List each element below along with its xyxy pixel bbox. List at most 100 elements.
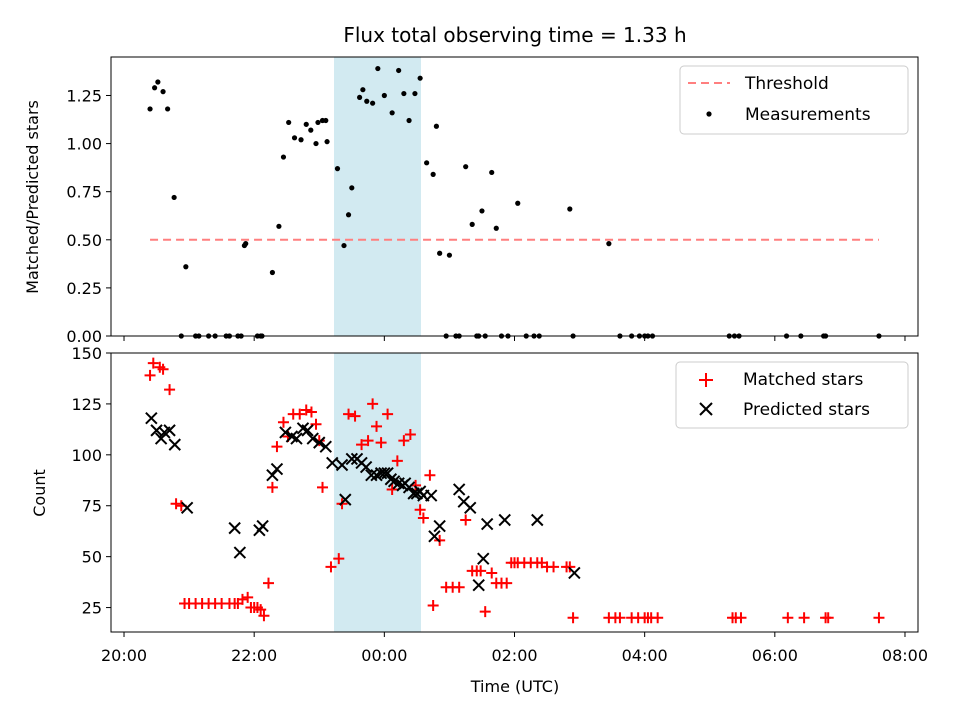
measurement-point xyxy=(298,137,304,143)
x-tick-label: 08:00 xyxy=(882,646,928,665)
measurement-point xyxy=(370,100,376,106)
matched-star-point xyxy=(873,612,885,624)
matched-star-point xyxy=(652,612,664,624)
matched-star-point xyxy=(822,612,834,624)
measurement-point xyxy=(280,154,287,160)
predicted-star-point xyxy=(402,481,416,494)
matched-star-point xyxy=(271,441,283,453)
measurement-point xyxy=(433,123,440,129)
predicted-star-point xyxy=(433,519,446,533)
predicted-star-point xyxy=(270,462,284,476)
matched-star-point xyxy=(305,406,317,418)
matched-star-point xyxy=(382,408,394,420)
measurement-point xyxy=(364,98,370,104)
matched-star-point xyxy=(427,600,439,612)
measurement-point xyxy=(349,185,355,191)
matched-star-point xyxy=(391,455,403,467)
predicted-star-point xyxy=(150,424,163,437)
predicted-star-point xyxy=(568,566,581,580)
matched-star-point xyxy=(310,418,322,430)
matched-star-point xyxy=(300,404,312,416)
predicted-star-point xyxy=(256,519,269,533)
y-tick-label: 125 xyxy=(71,395,102,414)
matched-star-point xyxy=(371,420,383,432)
y-tick-label: 100 xyxy=(71,446,102,465)
chart-title: Flux total observing time = 1.33 h xyxy=(343,23,686,47)
measurement-point xyxy=(165,106,171,112)
predicted-star-point xyxy=(145,411,158,425)
x-tick-label: 20:00 xyxy=(101,646,147,665)
measurement-point xyxy=(286,119,292,126)
predicted-star-point xyxy=(306,432,319,445)
x-tick-label: 06:00 xyxy=(752,646,798,665)
matched-star-point xyxy=(798,612,810,624)
bottom-y-ticks: 25 50 75 100 125 150 xyxy=(71,344,111,618)
y-tick-label: 1.25 xyxy=(66,86,102,105)
measurement-point xyxy=(479,208,485,214)
measurement-point xyxy=(606,241,612,247)
matched-star-point xyxy=(567,612,579,624)
predicted-star-point xyxy=(290,432,303,445)
measurement-point xyxy=(276,223,282,229)
predicted-star-point xyxy=(326,456,339,470)
predicted-star-point xyxy=(359,460,373,474)
matched-star-point xyxy=(486,567,498,579)
predicted-star-point xyxy=(531,513,544,527)
measurement-point xyxy=(515,200,521,206)
measurement-point xyxy=(183,264,189,270)
predicted-star-point xyxy=(180,501,194,514)
matched-star-point xyxy=(460,514,472,526)
measurement-point xyxy=(147,106,153,112)
matched-star-point xyxy=(424,469,436,481)
predicted-star-point xyxy=(233,546,247,559)
predicted-star-point xyxy=(472,578,485,592)
top-y-ticks: 0.00 0.25 0.50 0.75 1.00 1.25 xyxy=(66,86,111,346)
bottom-legend: Matched stars Predicted stars xyxy=(675,361,909,429)
matched-legend-label: Matched stars xyxy=(743,370,863,390)
bottom-axes: 25 50 75 100 125 150 20:00 22:00 00:00 02:00 04:0… xyxy=(30,344,928,696)
x-tick-label: 04:00 xyxy=(622,646,668,665)
predicted-star-point xyxy=(339,493,352,506)
predicted-star-point xyxy=(464,501,477,514)
measurement-point xyxy=(446,252,453,258)
matched-star-point xyxy=(325,561,337,573)
x-axis-label: Time (UTC) xyxy=(470,677,559,696)
matched-star-point xyxy=(735,612,747,624)
matched-star-point xyxy=(398,435,410,447)
predicted-star-point xyxy=(228,521,241,535)
y-tick-label: 0.00 xyxy=(66,327,102,346)
matched-star-point xyxy=(258,610,270,622)
measurement-point xyxy=(308,127,314,133)
matched-star-point xyxy=(333,553,345,565)
measurement-point xyxy=(324,139,330,145)
predicted-star-point xyxy=(345,452,359,466)
predicted-star-point xyxy=(335,458,349,472)
measurement-point xyxy=(160,89,166,95)
matched-star-point xyxy=(266,481,278,493)
y-tick-label: 50 xyxy=(82,548,102,567)
matched-star-point xyxy=(414,504,426,516)
measurement-point xyxy=(469,221,475,227)
measurement-point xyxy=(360,87,366,93)
measurement-point xyxy=(243,241,249,247)
bottom-y-axis-label: Count xyxy=(30,469,49,517)
observing-window-span xyxy=(334,353,421,632)
predicted-star-point xyxy=(313,436,326,449)
predicted-legend-label: Predicted stars xyxy=(743,400,870,420)
matched-star-point xyxy=(404,428,416,440)
star-count-points xyxy=(144,357,885,624)
x-tick-label: 00:00 xyxy=(361,646,407,665)
matched-star-point xyxy=(501,577,513,589)
measurement-point xyxy=(303,121,309,127)
predicted-legend-swatch xyxy=(699,402,713,416)
measurement-point xyxy=(334,166,341,172)
measurement-point xyxy=(417,75,423,81)
measurement-point xyxy=(401,90,407,97)
y-tick-label: 150 xyxy=(71,344,102,363)
predicted-star-point xyxy=(266,468,279,482)
measurement-point xyxy=(412,90,418,97)
y-tick-label: 0.50 xyxy=(66,231,102,250)
predicted-star-point xyxy=(428,530,441,543)
measurement-point xyxy=(313,140,319,147)
matched-star-point xyxy=(242,591,254,603)
